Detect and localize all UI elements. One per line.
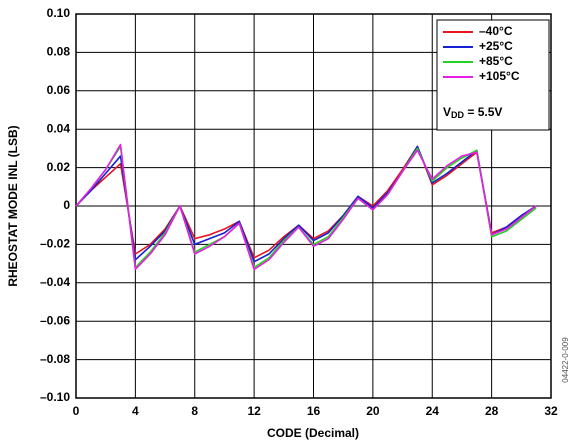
legend-label: +105°C (479, 69, 520, 83)
y-tick-label: 0.10 (47, 6, 71, 20)
legend-label: +85°C (479, 54, 513, 68)
x-axis-label: CODE (Decimal) (267, 426, 359, 440)
x-tick-label: 24 (426, 404, 440, 418)
x-tick-label: 16 (307, 404, 321, 418)
y-tick-label: 0.04 (47, 121, 71, 135)
y-tick-label: –0.10 (40, 390, 70, 404)
series-line (75, 143, 537, 271)
annotation-base: V (443, 105, 451, 119)
x-tick-label: 12 (247, 404, 261, 418)
y-tick-label: 0.08 (47, 45, 71, 59)
x-tick-label: 4 (132, 404, 139, 418)
y-tick-label: 0 (63, 198, 70, 212)
y-tick-label: –0.08 (40, 352, 70, 366)
x-tick-label: 20 (366, 404, 380, 418)
x-tick-label: 0 (73, 404, 80, 418)
legend-label: +25°C (479, 39, 513, 53)
annotation-text: = 5.5V (464, 105, 502, 119)
series-line (75, 145, 537, 269)
y-tick-label: –0.02 (40, 237, 70, 251)
series-line (75, 145, 537, 259)
y-tick-label: 0.06 (47, 83, 71, 97)
side-note: 04422-0-009 (561, 337, 570, 383)
y-tick-label: –0.04 (40, 275, 70, 289)
annotation-subscript: DD (451, 110, 464, 120)
x-tick-label: 32 (544, 404, 558, 418)
y-tick-label: 0.02 (47, 160, 71, 174)
y-axis-label: RHEOSTAT MODE INL (LSB) (6, 125, 20, 286)
x-tick-label: 28 (485, 404, 499, 418)
y-tick-label: –0.06 (40, 313, 70, 327)
series-line (75, 145, 537, 263)
legend-label: –40°C (479, 24, 513, 38)
x-tick-label: 8 (191, 404, 198, 418)
annotation: VDD = 5.5V (443, 105, 502, 120)
legend-box (436, 19, 550, 131)
